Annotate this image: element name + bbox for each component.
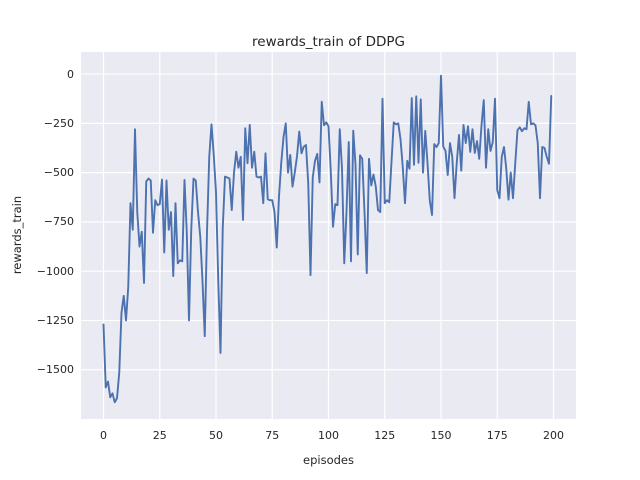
y-tick-label: 0 — [67, 67, 74, 81]
y-tick-label: −1500 — [36, 363, 74, 377]
plot-area — [81, 52, 576, 419]
rewards-train-line — [102, 74, 553, 404]
y-tick-label: −500 — [43, 166, 74, 180]
chart-title: rewards_train of DDPG — [252, 34, 405, 50]
x-tick-label: 50 — [209, 429, 223, 442]
x-tick-label: 0 — [100, 429, 107, 442]
y-axis-label: rewards_train — [10, 195, 24, 275]
line-plot-svg — [81, 52, 576, 419]
y-tick-label: −750 — [43, 215, 74, 229]
y-tick-label: −1000 — [36, 264, 74, 278]
x-tick-label: 150 — [430, 429, 452, 442]
x-tick-label: 25 — [152, 429, 167, 442]
x-tick-label: 175 — [486, 429, 508, 442]
y-tick-label: −1250 — [36, 313, 74, 327]
y-tick-label: −250 — [43, 116, 74, 130]
x-tick-label: 125 — [374, 429, 396, 442]
x-axis-label: episodes — [303, 453, 354, 467]
x-tick-label: 75 — [265, 429, 280, 442]
x-tick-label: 100 — [318, 429, 339, 442]
x-tick-label: 200 — [543, 429, 564, 442]
